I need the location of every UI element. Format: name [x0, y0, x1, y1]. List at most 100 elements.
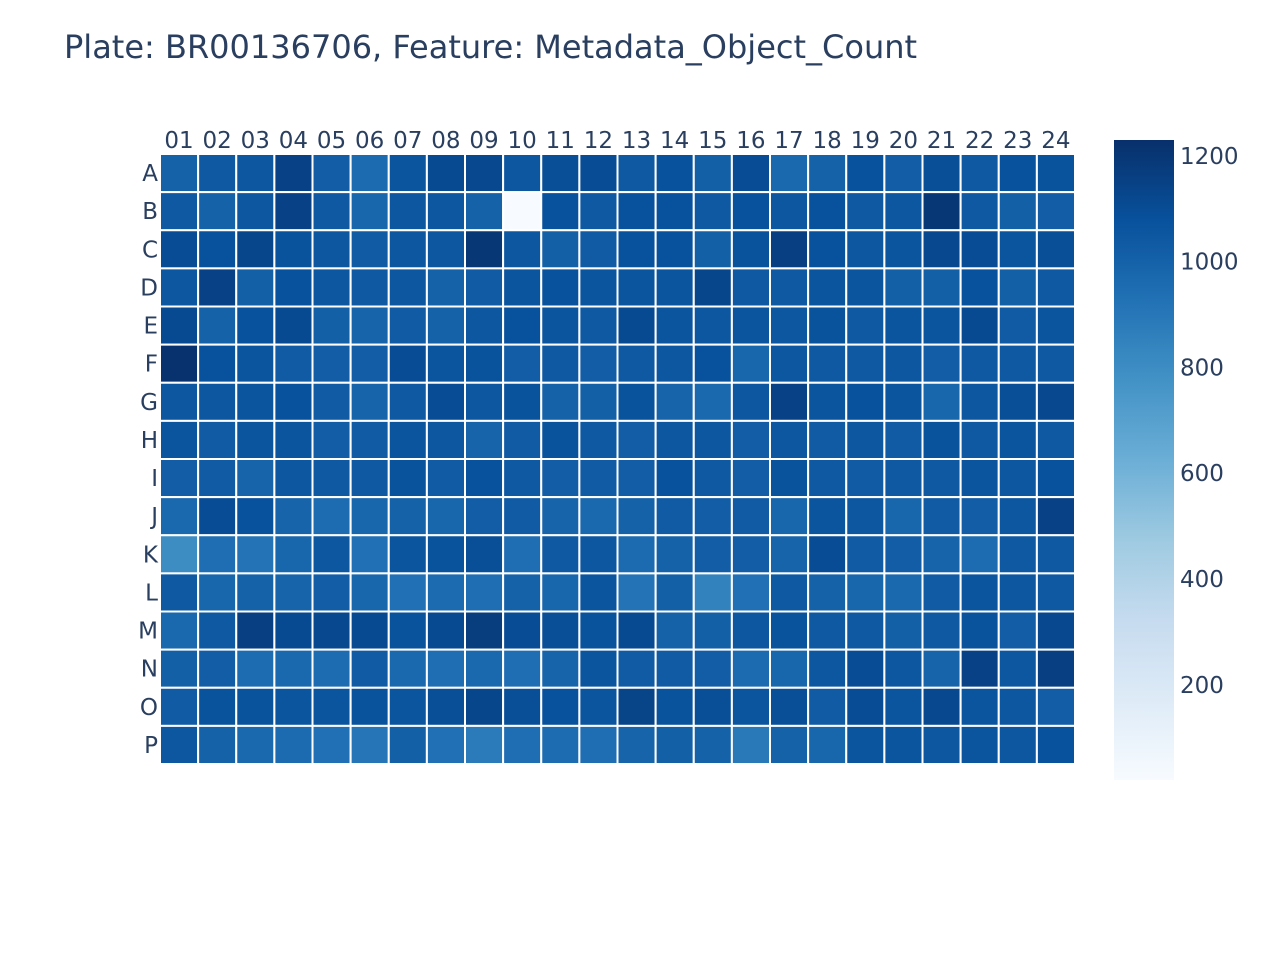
heatmap-cell-L03 — [235, 572, 276, 613]
heatmap-cell-K15 — [692, 534, 733, 575]
heatmap-cell-M19 — [845, 610, 886, 651]
x-tick-label: 20 — [889, 128, 918, 154]
heatmap-cell-K20 — [883, 534, 924, 575]
y-tick-label: I — [151, 466, 158, 492]
heatmap-cell-O03 — [235, 686, 276, 727]
heatmap-cell-D23 — [997, 267, 1038, 308]
heatmap-cell-C15 — [692, 229, 733, 270]
heatmap-cell-F12 — [578, 343, 619, 384]
heatmap-cell-D02 — [197, 267, 238, 308]
y-tick-label: N — [141, 657, 158, 683]
heatmap-cell-M04 — [273, 610, 314, 651]
heatmap-cell-K23 — [997, 534, 1038, 575]
heatmap-cell-A10 — [502, 153, 543, 194]
x-tick-label: 18 — [813, 128, 842, 154]
heatmap-cell-N04 — [273, 648, 314, 689]
heatmap-cell-E09 — [464, 305, 505, 346]
heatmap-cell-A05 — [311, 153, 352, 194]
heatmap-cell-I01 — [159, 458, 200, 499]
x-tick-label: 17 — [774, 128, 803, 154]
heatmap-cell-P12 — [578, 724, 619, 765]
heatmap-cell-E22 — [959, 305, 1000, 346]
heatmap-cell-D05 — [311, 267, 352, 308]
heatmap-cell-E13 — [616, 305, 657, 346]
x-tick-label: 04 — [279, 128, 308, 154]
heatmap-cell-E01 — [159, 305, 200, 346]
heatmap-cell-A22 — [959, 153, 1000, 194]
heatmap-cell-J22 — [959, 496, 1000, 537]
heatmap-cell-M06 — [349, 610, 390, 651]
heatmap-cell-D19 — [845, 267, 886, 308]
heatmap-cell-N24 — [1035, 648, 1076, 689]
heatmap-cell-A18 — [807, 153, 848, 194]
y-tick-label: M — [138, 619, 158, 645]
x-tick-label: 05 — [317, 128, 346, 154]
heatmap-cell-H01 — [159, 419, 200, 460]
heatmap-cell-G23 — [997, 381, 1038, 422]
heatmap-cell-D12 — [578, 267, 619, 308]
heatmap-cell-I07 — [387, 458, 428, 499]
heatmap-cell-L21 — [921, 572, 962, 613]
heatmap-cell-L15 — [692, 572, 733, 613]
heatmap-cell-O11 — [540, 686, 581, 727]
heatmap-cell-B21 — [921, 191, 962, 232]
heatmap-cell-I20 — [883, 458, 924, 499]
heatmap-cell-A08 — [425, 153, 466, 194]
y-tick-label: C — [142, 237, 158, 263]
heatmap-cell-I04 — [273, 458, 314, 499]
heatmap-cell-A09 — [464, 153, 505, 194]
heatmap-cell-C23 — [997, 229, 1038, 270]
heatmap-cell-M11 — [540, 610, 581, 651]
heatmap-cell-M02 — [197, 610, 238, 651]
heatmap-cell-D14 — [654, 267, 695, 308]
heatmap-cell-J11 — [540, 496, 581, 537]
heatmap-cell-A21 — [921, 153, 962, 194]
heatmap-cell-M20 — [883, 610, 924, 651]
heatmap-cell-C11 — [540, 229, 581, 270]
heatmap-cell-C12 — [578, 229, 619, 270]
heatmap-cell-F18 — [807, 343, 848, 384]
heatmap-cell-O06 — [349, 686, 390, 727]
heatmap-cell-E05 — [311, 305, 352, 346]
heatmap-cell-E06 — [349, 305, 390, 346]
heatmap-cell-B06 — [349, 191, 390, 232]
heatmap-cell-G05 — [311, 381, 352, 422]
heatmap-cell-J13 — [616, 496, 657, 537]
heatmap-cell-K09 — [464, 534, 505, 575]
chart-title: Plate: BR00136706, Feature: Metadata_Obj… — [64, 28, 918, 66]
heatmap-cell-L08 — [425, 572, 466, 613]
y-tick-label: A — [142, 161, 158, 187]
heatmap-cell-E12 — [578, 305, 619, 346]
heatmap-cell-N21 — [921, 648, 962, 689]
colorbar-tick-label: 600 — [1180, 461, 1224, 487]
heatmap-cell-N08 — [425, 648, 466, 689]
x-tick-label: 16 — [736, 128, 765, 154]
colorbar-ticks: 200 400 600 800 1000 1200 — [1180, 144, 1239, 699]
y-tick-label: F — [145, 352, 158, 378]
heatmap-cell-H13 — [616, 419, 657, 460]
heatmap-cell-I08 — [425, 458, 466, 499]
heatmap-cell-E04 — [273, 305, 314, 346]
heatmap-cell-D06 — [349, 267, 390, 308]
heatmap-cell-G21 — [921, 381, 962, 422]
heatmap-cell-H08 — [425, 419, 466, 460]
heatmap-cell-C10 — [502, 229, 543, 270]
heatmap-cell-I12 — [578, 458, 619, 499]
heatmap-cell-D03 — [235, 267, 276, 308]
heatmap-cell-P19 — [845, 724, 886, 765]
heatmap-cell-C13 — [616, 229, 657, 270]
heatmap-cell-N14 — [654, 648, 695, 689]
heatmap-cell-I11 — [540, 458, 581, 499]
heatmap-cell-I16 — [730, 458, 771, 499]
heatmap-cell-E08 — [425, 305, 466, 346]
heatmap-cell-G22 — [959, 381, 1000, 422]
heatmap-cell-B03 — [235, 191, 276, 232]
heatmap-cell-P13 — [616, 724, 657, 765]
heatmap-cell-N06 — [349, 648, 390, 689]
heatmap-cell-P03 — [235, 724, 276, 765]
heatmap-cell-B01 — [159, 191, 200, 232]
heatmap-cell-O05 — [311, 686, 352, 727]
heatmap-cell-K06 — [349, 534, 390, 575]
heatmap-cell-I24 — [1035, 458, 1076, 499]
heatmap-cell-G07 — [387, 381, 428, 422]
